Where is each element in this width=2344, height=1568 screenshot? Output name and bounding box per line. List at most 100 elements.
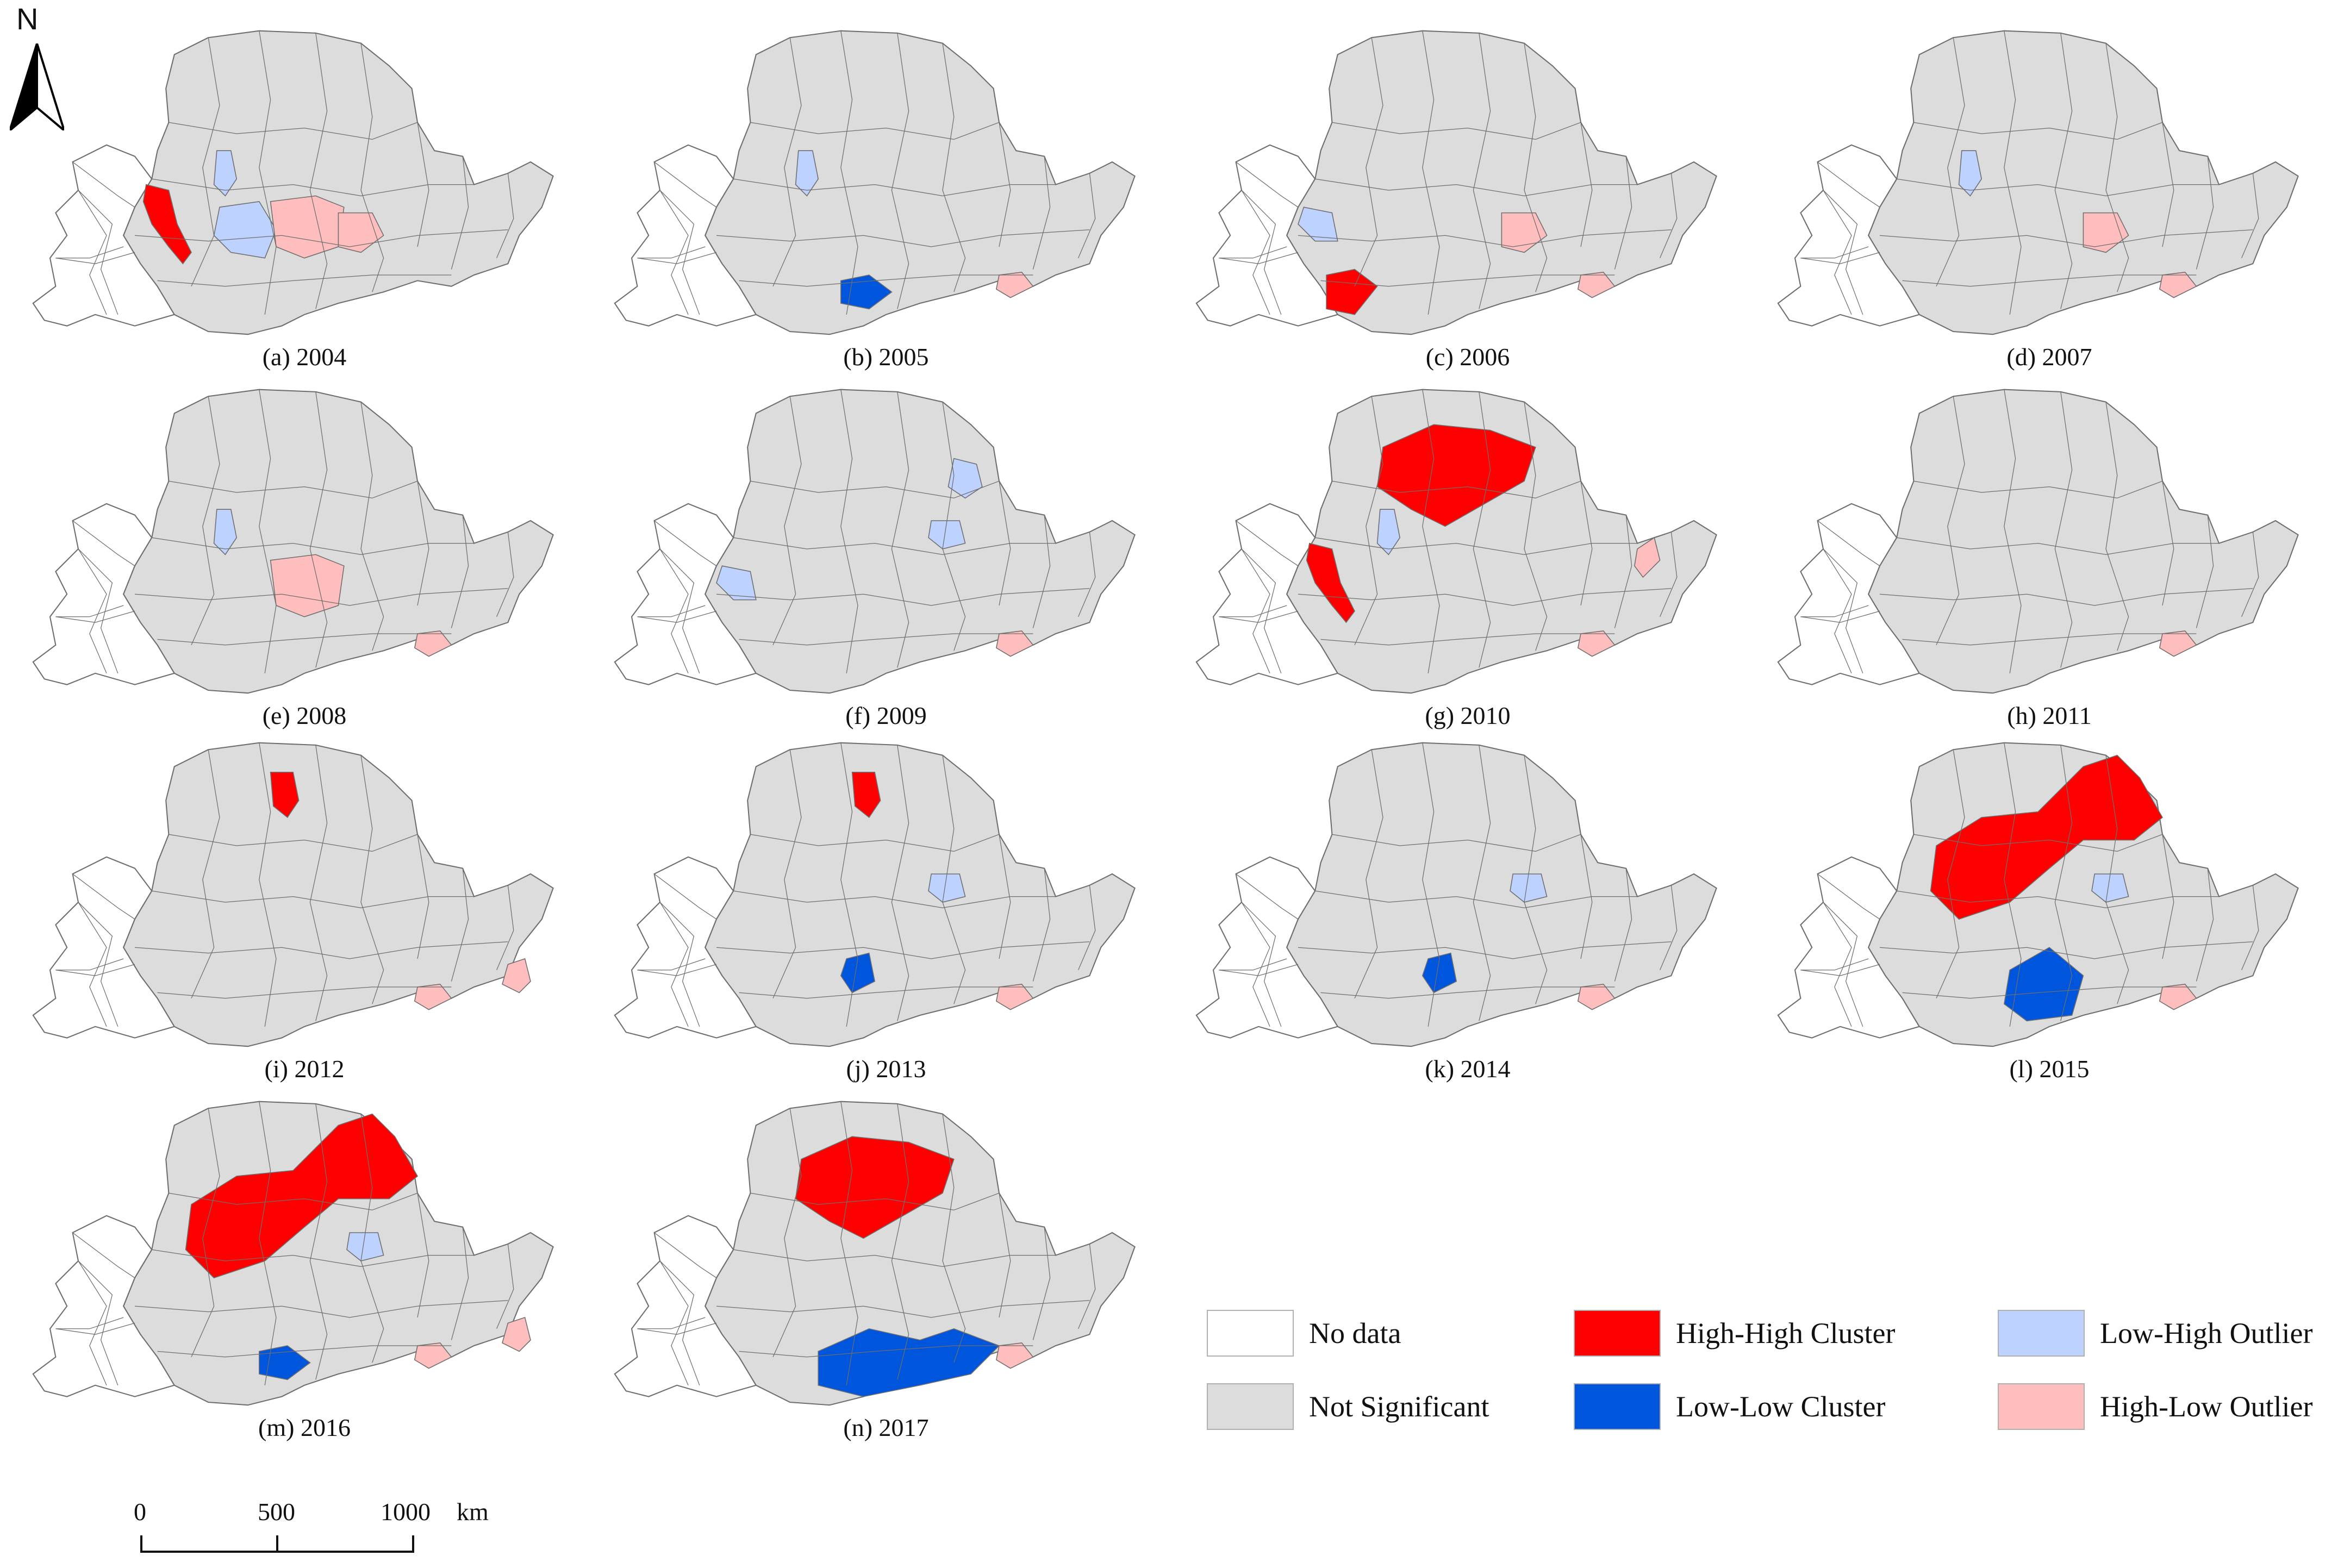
hl-region [502,958,531,994]
region-boundary [1879,229,2253,247]
region-boundary [1354,396,1383,646]
region-boundary [1320,633,1615,646]
region-boundary [259,742,277,1027]
north-label: N [16,2,39,36]
scale-bar-line [140,1535,414,1553]
region-boundary [750,122,1000,140]
region-boundary [1078,532,1096,617]
hl-region [2159,271,2197,298]
region-boundary [1800,610,1880,623]
region-boundary [1241,190,1282,315]
region-boundary [417,481,429,606]
region-boundary [1219,958,1287,971]
region-boundary [733,890,1056,909]
hl-region [1577,271,1616,298]
region-boundary [1879,941,2253,959]
region-boundary [739,633,1033,646]
panel-caption: (g) 2010 [1425,702,1511,729]
region-boundary [55,958,124,971]
region-boundary [1315,178,1637,197]
region-boundary [152,537,474,555]
region-boundary [191,396,220,646]
region-boundary [134,941,508,959]
region-boundary [55,1317,124,1329]
region-boundary [637,1322,717,1335]
region-boundary [157,274,452,287]
legend-swatch [1207,1383,1294,1430]
hl-region [414,983,452,1010]
hl-region [1634,536,1661,578]
region-boundary [78,1260,107,1386]
region-boundary [1332,834,1581,852]
lh-region [346,1232,384,1261]
region-boundary [2004,30,2022,315]
region-boundary [2105,402,2129,651]
region-boundary [191,1108,220,1358]
region-boundary [739,1345,1033,1358]
region-boundary [134,588,508,606]
region-boundary [1241,902,1282,1027]
region-boundary [1897,178,2219,197]
region-boundary [1524,402,1548,651]
region-boundary [152,178,474,197]
region-boundary [1236,520,1299,566]
region-boundary [1902,633,2197,646]
region-boundary [1032,515,1051,628]
region-boundary [716,941,1090,959]
hh-region [185,1113,419,1279]
region-boundary [1580,481,1593,606]
map-panel [1777,30,2299,335]
not-significant-region [123,30,554,335]
region-boundary [1902,986,2197,999]
region-boundary [1219,610,1299,623]
hl-region [270,195,345,259]
region-boundary [1800,252,1880,264]
region-boundary [417,834,429,959]
legend-label: Low-Low Cluster [1676,1390,1886,1423]
region-boundary [716,229,1090,247]
legend-swatch [1574,1310,1661,1357]
region-boundary [1032,1227,1051,1340]
region-boundary [1897,537,2219,555]
region-boundary [750,480,1000,499]
region-boundary [1913,122,2163,140]
region-boundary [999,481,1011,606]
region-boundary [1614,515,1632,628]
region-boundary [750,834,1000,852]
region-boundary [417,1193,429,1318]
panel-caption: (d) 2007 [2006,343,2092,371]
region-boundary [191,38,220,287]
region-boundary [134,229,508,247]
region-boundary [152,890,474,909]
region-boundary [2241,173,2259,259]
legend-label: Not Significant [1309,1390,1489,1423]
panel-caption: (b) 2005 [843,343,929,371]
legend-swatch [1207,1310,1294,1357]
region-boundary [654,1232,717,1278]
region-boundary [1298,941,1672,959]
region-boundary [733,178,1056,197]
region-boundary [78,190,119,315]
region-boundary [772,38,802,287]
region-boundary [496,173,514,259]
region-boundary [169,480,418,499]
lh-region [1510,873,1548,903]
panel-caption: (j) 2013 [846,1055,926,1083]
legend: No data High-High Cluster Low-High Outli… [1207,1310,2337,1451]
region-boundary [496,1244,514,1329]
not-significant-region [1286,30,1717,335]
hl-region [2159,630,2197,657]
region-boundary [55,246,124,259]
scale-label-1000: 1000 [381,1498,431,1526]
region-boundary [1800,964,1880,976]
region-boundary [72,161,135,208]
region-boundary [169,1192,418,1211]
lh-region [2091,873,2129,903]
region-boundary [1524,43,1548,292]
lh-region [716,565,757,601]
region-boundary [360,402,384,651]
hl-region [995,1342,1034,1369]
map-panel [32,389,554,694]
hh-region [1326,268,1378,315]
